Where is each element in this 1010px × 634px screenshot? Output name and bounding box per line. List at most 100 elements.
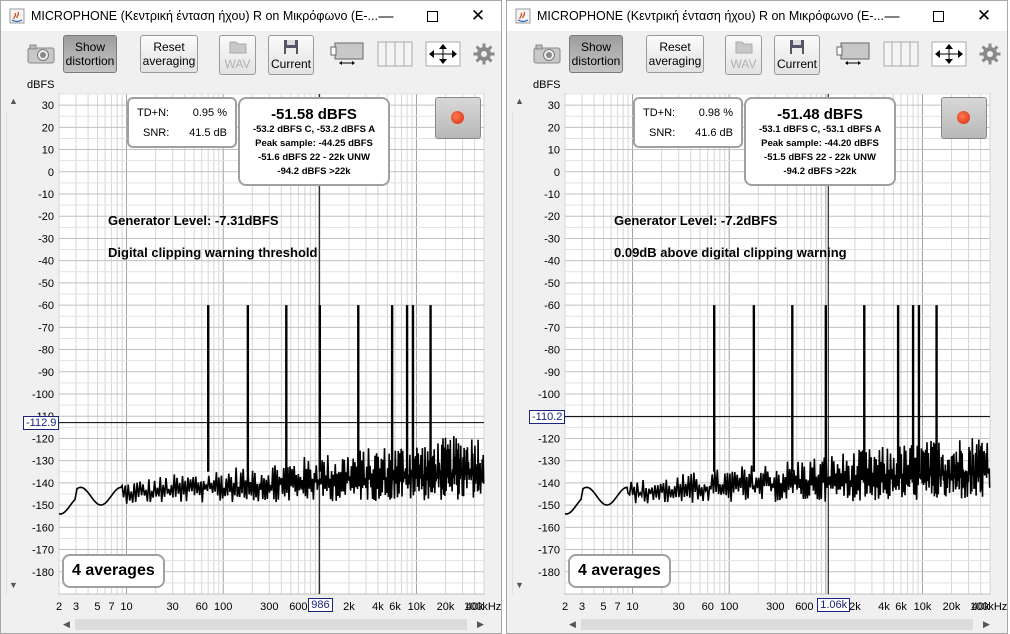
reset-averaging-button[interactable]: Reset averaging (646, 35, 704, 73)
scroll-down-arrow-icon[interactable]: ▼ (9, 580, 18, 590)
minimize-button[interactable]: — (869, 1, 915, 31)
title-bar: MICROPHONE (Κεντρική ένταση ήχου) R on Μ… (1, 1, 501, 31)
vertical-scroll-thumb[interactable] (512, 112, 527, 594)
close-button[interactable]: ✕ (455, 1, 501, 31)
scroll-left-arrow-icon[interactable]: ◀ (569, 619, 576, 629)
y-tick-label: -100 (32, 389, 54, 401)
level-peak-sample: Peak sample: -44.20 dBFS (761, 138, 879, 149)
annotation-clipping-note: Digital clipping warning threshold (108, 245, 318, 260)
x-tick-label: 600 (795, 601, 813, 613)
show-distortion-label-line2: distortion (65, 54, 115, 68)
y-axis-tick-labels: 30 20 10 0 -10 -20 -30 -40 -50 -60 -70 -80 -90 -100 -1… (538, 100, 560, 579)
show-distortion-label-line1: Show (580, 40, 612, 54)
camera-icon[interactable] (27, 42, 55, 64)
cursor-x-readout: 1.06k (817, 598, 851, 612)
spectrum-trace (564, 305, 991, 515)
minimize-button[interactable]: — (363, 1, 409, 31)
y-tick-label: 0 (48, 167, 54, 179)
minimize-icon: — (884, 7, 900, 25)
vertical-scrollbar[interactable]: ▲ ▼ (512, 94, 527, 594)
record-button[interactable] (435, 97, 481, 139)
y-tick-label: -170 (538, 545, 560, 557)
show-distortion-button[interactable]: Show distortion (569, 35, 623, 73)
x-tick-label: 5 (94, 601, 100, 613)
pane-layout-single-icon[interactable] (835, 41, 871, 67)
record-button[interactable] (941, 97, 987, 139)
maximize-button[interactable] (409, 1, 455, 31)
maximize-button[interactable] (915, 1, 961, 31)
x-tick-label: 30 (673, 601, 685, 613)
level-main-value: -51.48 dBFS (777, 106, 863, 123)
cursor-y-readout: -112.9 (23, 415, 60, 430)
level-peak-sample: Peak sample: -44.25 dBFS (255, 138, 373, 149)
horizontal-scroll-thumb[interactable] (75, 619, 467, 630)
x-tick-label: 5 (600, 601, 606, 613)
current-button[interactable]: Current (774, 35, 820, 75)
zoom-fit-icon[interactable] (931, 41, 967, 67)
y-tick-label: 0 (554, 167, 560, 179)
scroll-left-arrow-icon[interactable]: ◀ (63, 619, 70, 629)
y-tick-label: -130 (32, 456, 54, 468)
settings-gear-icon[interactable] (473, 43, 495, 65)
floppy-disk-icon (284, 40, 298, 54)
y-tick-label: -70 (544, 322, 560, 334)
y-tick-label: -40 (38, 256, 54, 268)
y-tick-label: -170 (32, 545, 54, 557)
record-icon (957, 111, 970, 124)
averages-badge: 4 averages (62, 554, 165, 588)
java-app-icon (515, 8, 531, 24)
wav-label: WAV (224, 57, 251, 71)
x-tick-label: 3 (579, 601, 585, 613)
scroll-right-arrow-icon[interactable]: ▶ (983, 619, 990, 629)
level-above-22k: -94.2 dBFS >22k (277, 166, 351, 177)
pane-layout-single-icon[interactable] (329, 41, 365, 67)
vertical-scrollbar[interactable]: ▲ ▼ (6, 94, 21, 594)
vertical-scroll-thumb[interactable] (6, 112, 21, 594)
title-bar: MICROPHONE (Κεντρική ένταση ήχου) R on Μ… (507, 1, 1007, 31)
current-label: Current (776, 57, 817, 71)
current-button[interactable]: Current (268, 35, 314, 75)
x-tick-label: 10k (408, 601, 426, 613)
x-tick-label: 7 (109, 601, 115, 613)
x-tick-label: 30 (167, 601, 179, 613)
horizontal-scroll-thumb[interactable] (581, 619, 973, 630)
folder-icon (229, 41, 246, 54)
y-tick-label: 20 (548, 122, 560, 134)
y-tick-label: -130 (538, 456, 560, 468)
x-tick-label: 4k (878, 601, 890, 613)
spectrum-plot[interactable]: 3020100-10-20-30-40-50-60-70-80-90-100-1… (538, 93, 1007, 613)
toolbar: Show distortion Reset averaging WAV Curr… (507, 32, 1007, 78)
y-tick-label: -80 (544, 345, 560, 357)
horizontal-scrollbar[interactable]: ◀ ▶ (565, 617, 995, 632)
toolbar: Show distortion Reset averaging WAV Curr… (1, 32, 501, 78)
show-distortion-button[interactable]: Show distortion (63, 35, 117, 73)
x-tick-label: 100kHz (970, 601, 1007, 613)
scroll-down-arrow-icon[interactable]: ▼ (515, 580, 524, 590)
pane-layout-split-icon[interactable] (883, 41, 919, 67)
y-tick-label: -120 (538, 433, 560, 445)
tdn-value: 0.95 % (192, 107, 227, 119)
wav-button[interactable]: WAV (219, 35, 256, 75)
pane-layout-split-icon[interactable] (377, 41, 413, 67)
x-tick-label: 2 (56, 601, 62, 613)
zoom-fit-icon[interactable] (425, 41, 461, 67)
x-tick-label: 4k (372, 601, 384, 613)
close-button[interactable]: ✕ (961, 1, 1007, 31)
wav-button[interactable]: WAV (725, 35, 762, 75)
horizontal-scrollbar[interactable]: ◀ ▶ (59, 617, 489, 632)
y-tick-label: -20 (544, 211, 560, 223)
level-above-22k: -94.2 dBFS >22k (783, 166, 857, 177)
scroll-up-arrow-icon[interactable]: ▲ (515, 96, 524, 106)
scroll-right-arrow-icon[interactable]: ▶ (477, 619, 484, 629)
x-tick-label: 20k (943, 601, 961, 613)
camera-icon[interactable] (533, 42, 561, 64)
wav-label: WAV (730, 57, 757, 71)
x-tick-label: 6k (895, 601, 907, 613)
scroll-up-arrow-icon[interactable]: ▲ (9, 96, 18, 106)
reset-averaging-button[interactable]: Reset averaging (140, 35, 198, 73)
annotation-generator-level: Generator Level: -7.31dBFS (108, 213, 279, 228)
distortion-stats-box: TD+N: 0.98 % SNR: 41.6 dB (633, 97, 743, 148)
settings-gear-icon[interactable] (979, 43, 1001, 65)
x-tick-label: 60 (196, 601, 208, 613)
y-tick-label: -60 (544, 300, 560, 312)
